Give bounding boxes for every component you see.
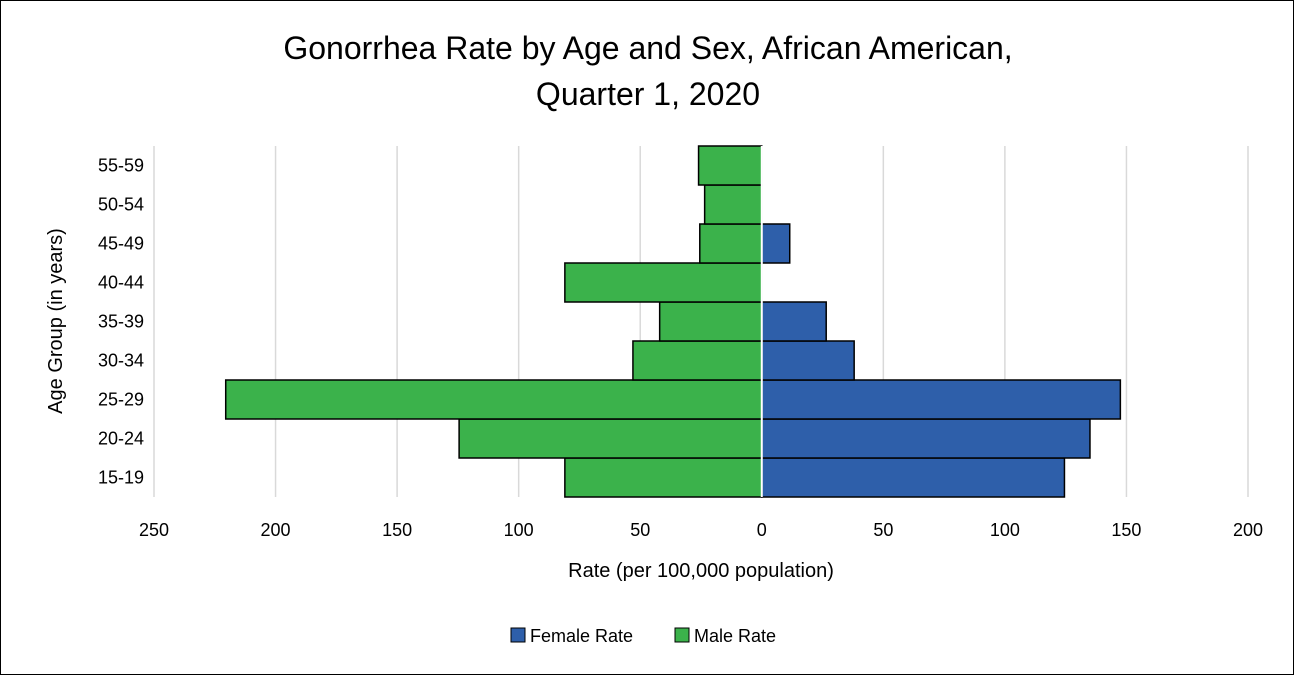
x-axis-ticks: 250 200 150 100 50 0 50 100 150 200 [139,520,1263,540]
bar-female-45-49 [761,223,791,264]
y-tick-label: 40-44 [98,273,144,293]
y-axis-ticks: 15-19 20-24 25-29 30-34 35-39 40-44 45-49 50-54… [98,156,144,488]
x-tick-label: 50 [873,520,893,540]
y-tick-label: 50-54 [98,195,144,215]
bar-male-20-24 [458,418,763,459]
x-axis-title: Rate (per 100,000 population) [568,560,834,582]
legend: Female Rate Male Rate [510,626,776,646]
legend-label-female: Female Rate [530,626,633,646]
bar-male-55-59 [697,145,763,186]
chart-title-line-2: Quarter 1, 2020 [536,76,760,112]
bar-female-30-34 [761,340,855,381]
y-tick-label: 15-19 [98,468,144,488]
bar-male-35-39 [658,301,763,342]
bar-female-35-39 [761,301,827,342]
legend-swatch-male [674,627,690,643]
y-tick-label: 20-24 [98,429,144,449]
y-tick-label: 30-34 [98,351,144,371]
y-tick-label: 45-49 [98,234,144,254]
x-tick-label: 100 [990,520,1020,540]
bar-male-45-49 [699,223,763,264]
bar-male-30-34 [632,340,763,381]
chart-title-line-1: Gonorrhea Rate by Age and Sex, African A… [283,30,1012,66]
bar-male-40-44 [564,262,763,303]
y-tick-label: 35-39 [98,312,144,332]
bars [224,145,1122,498]
x-tick-label: 200 [1233,520,1263,540]
y-axis-title: Age Group (in years) [45,228,67,414]
bar-male-25-29 [224,379,763,420]
x-tick-label: 150 [382,520,412,540]
y-tick-label: 25-29 [98,390,144,410]
legend-label-male: Male Rate [694,626,776,646]
bar-female-15-19 [761,457,1066,498]
legend-swatch-female [510,627,526,643]
bar-male-15-19 [564,457,763,498]
x-tick-label: 0 [757,520,767,540]
bar-female-20-24 [761,418,1091,459]
bar-male-50-54 [703,184,763,225]
y-tick-label: 55-59 [98,156,144,176]
x-tick-label: 50 [630,520,650,540]
x-tick-label: 250 [139,520,169,540]
x-tick-label: 150 [1111,520,1141,540]
gridlines [153,146,1249,497]
x-tick-label: 200 [261,520,291,540]
bar-female-25-29 [761,379,1122,420]
x-tick-label: 100 [504,520,534,540]
